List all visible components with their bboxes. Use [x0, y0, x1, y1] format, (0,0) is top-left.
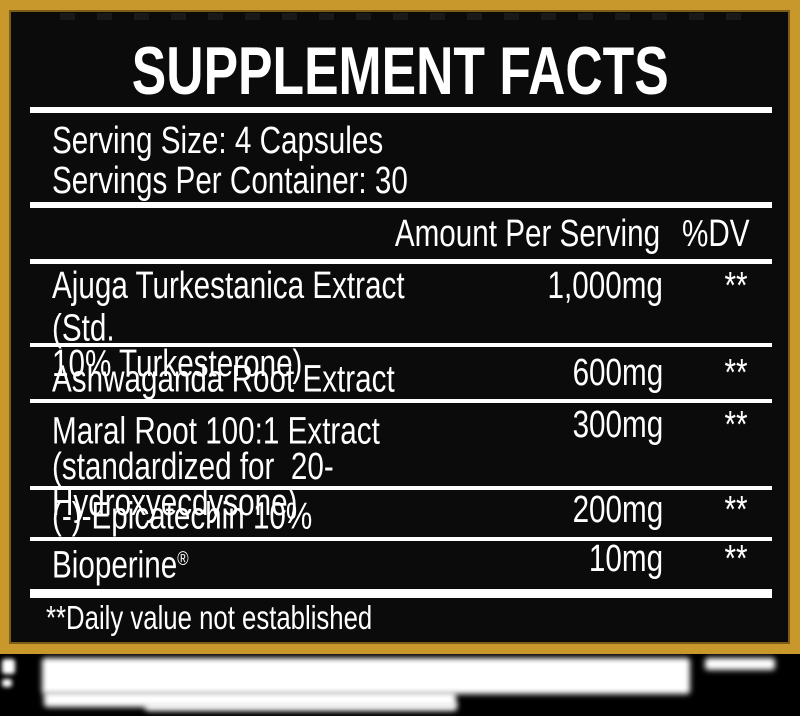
bottom-artifact-strip	[0, 654, 800, 716]
divider	[30, 202, 772, 208]
percent-dv-header: %DV	[682, 213, 750, 255]
ingredient-amount: 10mg	[588, 538, 663, 580]
label-panel: SUPPLEMENT FACTS Serving Size: 4 Capsule…	[0, 0, 800, 654]
serving-size: Serving Size: 4 Capsules	[52, 120, 384, 162]
ingredient-name: (-)-Epicatechin 10%	[52, 495, 313, 538]
daily-value-footnote: **Daily value not established	[46, 599, 373, 636]
ingredient-dv: **	[724, 489, 748, 531]
divider	[30, 107, 772, 113]
ingredient-amount: 200mg	[572, 489, 663, 531]
divider	[30, 259, 772, 264]
ingredient-name: Maral Root 100:1 Extract (standardized f…	[52, 410, 380, 525]
ingredient-amount: 1,000mg	[547, 265, 663, 307]
divider	[30, 343, 772, 347]
ingredient-amount: 300mg	[572, 404, 663, 446]
ingredient-name: Bioperine®	[52, 544, 189, 587]
divider	[30, 399, 772, 403]
divider-thick	[30, 589, 772, 598]
ingredient-name: Ajuga Turkestanica Extract (Std. 10% Tur…	[52, 265, 413, 386]
blurred-text-artifact	[705, 658, 775, 670]
ingredient-dv: **	[724, 352, 748, 394]
ingredient-dv: **	[724, 538, 748, 580]
blurred-text-artifact	[145, 702, 457, 711]
registered-trademark-symbol: ®	[177, 548, 189, 570]
blurred-text-artifact	[2, 659, 15, 674]
amount-per-serving-header: Amount Per Serving	[394, 213, 660, 255]
divider	[30, 486, 772, 490]
servings-per-container: Servings Per Container: 30	[52, 160, 408, 202]
divider	[30, 537, 772, 541]
blurred-text-artifact	[2, 679, 12, 687]
faded-print-artifact	[60, 13, 750, 20]
ingredient-dv: **	[724, 404, 748, 446]
ingredient-amount: 600mg	[572, 352, 663, 394]
ingredient-name: Ashwaganda Root Extract	[52, 358, 395, 401]
ingredient-dv: **	[724, 265, 748, 307]
label-title: SUPPLEMENT FACTS	[131, 33, 669, 109]
blurred-text-artifact	[42, 658, 690, 694]
